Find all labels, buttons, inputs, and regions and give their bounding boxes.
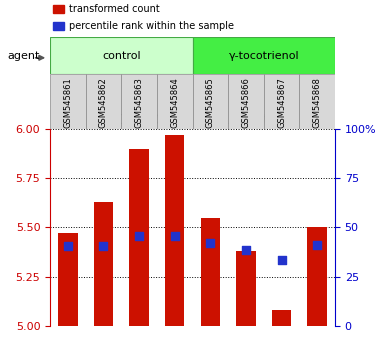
Bar xyxy=(50,74,85,129)
Text: transformed count: transformed count xyxy=(69,4,159,14)
Text: control: control xyxy=(102,51,141,61)
Text: percentile rank within the sample: percentile rank within the sample xyxy=(69,21,234,31)
Bar xyxy=(192,37,335,74)
Text: γ-tocotrienol: γ-tocotrienol xyxy=(228,51,299,61)
Text: GSM545868: GSM545868 xyxy=(313,77,321,128)
Bar xyxy=(201,218,220,326)
Point xyxy=(136,233,142,239)
Bar xyxy=(264,74,300,129)
Point xyxy=(243,247,249,253)
Text: GSM545866: GSM545866 xyxy=(241,77,250,128)
Point xyxy=(207,240,213,246)
Point xyxy=(172,233,178,239)
Bar xyxy=(53,5,64,13)
Bar xyxy=(157,74,192,129)
Bar xyxy=(53,22,64,30)
Text: GSM545861: GSM545861 xyxy=(64,77,72,128)
Point xyxy=(278,257,285,263)
Text: GSM545863: GSM545863 xyxy=(135,77,144,128)
Title: GDS4059 / 215128_at: GDS4059 / 215128_at xyxy=(116,113,269,127)
Point xyxy=(314,242,320,248)
Bar xyxy=(85,74,121,129)
Bar xyxy=(236,251,256,326)
Bar xyxy=(94,202,113,326)
Bar xyxy=(228,74,264,129)
Text: GSM545865: GSM545865 xyxy=(206,77,215,128)
Bar xyxy=(121,74,157,129)
Text: GSM545867: GSM545867 xyxy=(277,77,286,128)
Bar xyxy=(192,74,228,129)
Bar xyxy=(58,233,78,326)
Bar xyxy=(129,149,149,326)
Bar xyxy=(165,135,184,326)
Point xyxy=(100,243,107,249)
Point xyxy=(65,243,71,249)
Bar xyxy=(307,227,327,326)
Bar xyxy=(272,310,291,326)
Bar xyxy=(50,37,192,74)
Text: GSM545862: GSM545862 xyxy=(99,77,108,128)
Bar xyxy=(300,74,335,129)
Text: GSM545864: GSM545864 xyxy=(170,77,179,128)
Text: agent: agent xyxy=(8,51,40,61)
